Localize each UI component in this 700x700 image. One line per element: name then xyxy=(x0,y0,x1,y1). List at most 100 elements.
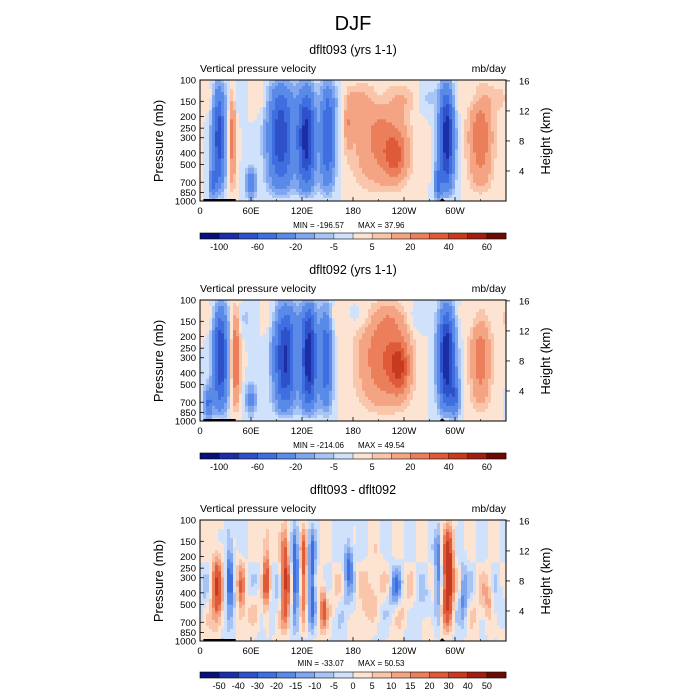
heatmap-cell xyxy=(329,86,333,90)
heatmap-cell xyxy=(302,98,306,102)
heatmap-cell xyxy=(206,315,210,319)
heatmap-cell xyxy=(440,83,444,87)
heatmap-cell xyxy=(341,107,345,111)
heatmap-cell xyxy=(368,146,372,151)
heatmap-cell xyxy=(404,134,408,139)
heatmap-cell xyxy=(389,194,393,199)
heatmap-cell xyxy=(392,164,396,169)
heatmap-cell xyxy=(335,122,339,126)
heatmap-cell xyxy=(326,182,330,187)
heatmap-cell xyxy=(404,318,408,322)
heatmap-cell xyxy=(287,149,291,154)
heatmap-cell xyxy=(347,80,351,84)
heatmap-cell xyxy=(491,149,495,154)
heatmap-cell xyxy=(500,134,504,139)
heatmap-cell xyxy=(251,95,255,99)
heatmap-cell xyxy=(491,125,495,130)
heatmap-cell xyxy=(368,116,372,120)
heatmap-cell xyxy=(221,110,225,114)
heatmap-cell xyxy=(482,300,486,304)
heatmap-cell xyxy=(275,149,279,154)
heatmap-cell xyxy=(440,122,444,126)
heatmap-cell xyxy=(215,140,219,145)
heatmap-cell xyxy=(374,155,378,160)
heatmap-cell xyxy=(263,176,267,181)
heatmap-cell xyxy=(329,116,333,120)
heatmap-cell xyxy=(410,315,414,319)
heatmap-cell xyxy=(398,143,402,148)
heatmap-cell xyxy=(488,131,492,136)
heatmap-cell xyxy=(350,300,354,304)
heatmap-cell xyxy=(377,110,381,114)
heatmap-cell xyxy=(491,158,495,163)
heatmap-cell xyxy=(479,122,483,126)
heatmap-cell xyxy=(353,119,357,123)
heatmap-cell xyxy=(323,300,327,304)
heatmap-cell xyxy=(332,116,336,120)
heatmap-cell xyxy=(341,89,345,93)
heatmap-cell xyxy=(293,113,297,117)
heatmap-cell xyxy=(335,83,339,87)
heatmap-cell xyxy=(248,125,252,130)
heatmap-cell xyxy=(290,167,294,172)
heatmap-cell xyxy=(380,92,384,96)
heatmap-cell xyxy=(299,92,303,96)
heatmap-cell xyxy=(431,194,435,199)
heatmap-cell xyxy=(257,315,261,319)
heatmap-cell xyxy=(404,167,408,172)
heatmap-cell xyxy=(353,143,357,148)
heatmap-cell xyxy=(203,107,207,111)
heatmap-cell xyxy=(491,176,495,181)
heatmap-cell xyxy=(398,167,402,172)
heatmap-cell xyxy=(203,83,207,87)
heatmap-cell xyxy=(440,179,444,184)
heatmap-cell xyxy=(329,95,333,99)
heatmap-cell xyxy=(353,113,357,117)
heatmap-cell xyxy=(398,107,402,111)
heatmap-cell xyxy=(359,318,363,322)
heatmap-cell xyxy=(443,122,447,126)
heatmap-cell xyxy=(440,101,444,105)
heatmap-cell xyxy=(404,128,408,133)
heatmap-cell xyxy=(494,101,498,105)
heatmap-cell xyxy=(344,167,348,172)
heatmap-cell xyxy=(317,179,321,184)
heatmap-cell xyxy=(320,194,324,199)
heatmap-cell xyxy=(464,179,468,184)
heatmap-cell xyxy=(257,110,261,114)
heatmap-cell xyxy=(260,143,264,148)
heatmap-cell xyxy=(488,188,492,193)
heatmap-cell xyxy=(455,161,459,166)
heatmap-cell xyxy=(485,137,489,142)
heatmap-cell xyxy=(419,125,423,130)
heatmap-cell xyxy=(428,101,432,105)
heatmap-cell xyxy=(254,143,258,148)
heatmap-cell xyxy=(488,101,492,105)
heatmap-cell xyxy=(440,131,444,136)
heatmap-cell xyxy=(356,125,360,130)
heatmap-cell xyxy=(281,158,285,163)
heatmap-cell xyxy=(353,155,357,160)
heatmap-cell xyxy=(347,188,351,193)
heatmap-cell xyxy=(380,80,384,84)
heatmap-cell xyxy=(365,137,369,142)
heatmap-cell xyxy=(281,98,285,102)
heatmap-cell xyxy=(302,318,306,322)
heatmap-cell xyxy=(485,152,489,157)
heatmap-cell xyxy=(425,104,429,108)
heatmap-cell xyxy=(389,137,393,142)
heatmap-cell xyxy=(488,92,492,96)
heatmap-cell xyxy=(329,173,333,178)
heatmap-cell xyxy=(284,95,288,99)
heatmap-cell xyxy=(380,312,384,316)
heatmap-cell xyxy=(245,312,249,316)
heatmap-cell xyxy=(317,116,321,120)
panel-1-ylabel-right: Height (km) xyxy=(538,107,553,174)
heatmap-cell xyxy=(431,116,435,120)
heatmap-cell xyxy=(287,303,291,307)
heatmap-cell xyxy=(272,128,276,133)
heatmap-cell xyxy=(296,158,300,163)
heatmap-cell xyxy=(359,306,363,310)
heatmap-cell xyxy=(311,300,315,304)
heatmap-cell xyxy=(488,179,492,184)
